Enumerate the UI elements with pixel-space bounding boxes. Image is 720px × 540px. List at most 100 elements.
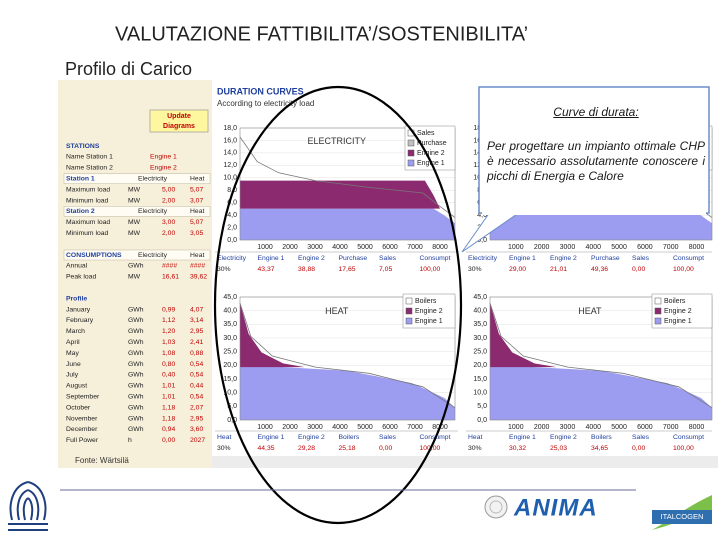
cell: 5,07: [190, 186, 203, 193]
table-value: 100,00: [673, 266, 694, 273]
table-value: 25,18: [339, 445, 356, 452]
table-value: 43,37: [258, 266, 275, 273]
table-value: 0,00: [632, 266, 645, 273]
legend-swatch: [405, 307, 413, 315]
plot-frame: [239, 296, 456, 421]
cell: GWh: [128, 383, 144, 390]
duration-curve: [489, 302, 713, 409]
cell: h: [128, 437, 132, 444]
cell: GWh: [128, 393, 144, 400]
y-tick-label: 25,0: [473, 349, 487, 356]
cell: GWh: [128, 361, 144, 368]
x-tick-label: 7000: [407, 424, 423, 431]
cell: MW: [128, 219, 141, 226]
x-tick-label: 2000: [282, 424, 298, 431]
callout-joint: [482, 207, 706, 215]
cell: 2,41: [190, 339, 203, 346]
y-tick-label: 15,0: [473, 376, 487, 383]
plot-frame: [239, 127, 456, 241]
cell: GWh: [128, 339, 144, 346]
duration-curve: [239, 302, 456, 409]
y-tick-label: 18,0: [223, 125, 237, 132]
y-tick-label: 5,0: [477, 403, 487, 410]
cell: 1,12: [162, 317, 175, 324]
cell: Minimum load: [66, 230, 109, 237]
cell: 0,88: [190, 350, 203, 357]
duration-area: [490, 208, 712, 240]
cell: June: [66, 361, 81, 368]
cell: February: [66, 317, 94, 324]
cell: Heat: [190, 252, 204, 259]
cell: November: [66, 415, 98, 422]
button-label-line: Update: [167, 113, 191, 120]
y-tick-label: 0,0: [227, 237, 237, 244]
y-tick-label: 5,0: [227, 403, 237, 410]
y-tick-label: 4,0: [227, 212, 237, 219]
source-note: Fonte: Wärtsilä: [75, 456, 129, 465]
y-tick-label: 0,0: [477, 237, 487, 244]
y-tick-label: 35,0: [223, 321, 237, 328]
cell: Station 2: [66, 208, 95, 215]
table-header: Sales: [379, 255, 397, 262]
cell: 5,07: [190, 219, 203, 226]
x-tick-label: 2000: [282, 244, 298, 251]
table-header: Boilers: [339, 434, 360, 441]
cell: July: [66, 372, 79, 379]
x-tick-label: 4000: [585, 244, 601, 251]
x-tick-label: 3000: [307, 424, 323, 431]
legend-swatch: [407, 139, 415, 147]
chart-name: HEAT: [325, 306, 349, 316]
cell: Electricity: [138, 252, 168, 259]
x-tick-label: 8000: [689, 424, 705, 431]
table-value: 30,32: [509, 445, 526, 452]
x-tick-label: 7000: [663, 424, 679, 431]
legend-swatch: [654, 317, 662, 325]
x-tick-label: 2000: [534, 424, 550, 431]
y-tick-label: 2,0: [227, 224, 237, 231]
table-header: Consumpt: [673, 434, 704, 441]
legend-swatch: [654, 297, 662, 305]
table-header: Consumpt: [673, 255, 704, 262]
legend-label: Engine 1: [415, 318, 443, 325]
table-value: 30%: [217, 445, 231, 452]
x-tick-label: 3000: [307, 244, 323, 251]
x-tick-label: 7000: [407, 244, 423, 251]
y-tick-label: 30,0: [473, 335, 487, 342]
cell: GWh: [128, 263, 144, 270]
cell: 1,01: [162, 383, 175, 390]
legend-label: Sales: [417, 130, 435, 137]
cell: 2,95: [190, 415, 203, 422]
cell: 4,07: [190, 306, 203, 313]
cell: 16,61: [162, 274, 179, 281]
y-tick-label: 45,0: [473, 294, 487, 301]
y-tick-label: 10,0: [223, 175, 237, 182]
cell: STATIONS: [66, 143, 100, 150]
chart-name: ELECTRICITY: [307, 136, 366, 146]
italcogen-logo: ITALCOGEN: [661, 512, 704, 521]
x-tick-label: 5000: [611, 244, 627, 251]
header-row: [63, 249, 211, 261]
table-value: 0,00: [632, 445, 645, 452]
table-value: 29,00: [509, 266, 526, 273]
legend-swatch: [407, 159, 415, 167]
cell: Electricity: [138, 208, 168, 215]
x-tick-label: 3000: [560, 244, 576, 251]
x-tick-label: 1000: [508, 244, 524, 251]
callout-box: [478, 86, 710, 214]
cell: 1,08: [162, 350, 175, 357]
y-tick-label: 12,0: [223, 162, 237, 169]
y-tick-label: 4,0: [477, 212, 487, 219]
cell: 3,07: [190, 197, 203, 204]
legend-swatch: [654, 307, 662, 315]
legend-label: Engine 2: [417, 150, 445, 157]
duration-title: DURATION CURVES: [217, 86, 304, 96]
x-tick-label: 5000: [357, 424, 373, 431]
cell: Minimum load: [66, 197, 109, 204]
header-row: [63, 173, 211, 184]
chart-name: HEAT: [578, 306, 602, 316]
update-button[interactable]: [149, 109, 209, 133]
cell: March: [66, 328, 85, 335]
cell: January: [66, 306, 91, 313]
y-tick-label: 30,0: [223, 335, 237, 342]
